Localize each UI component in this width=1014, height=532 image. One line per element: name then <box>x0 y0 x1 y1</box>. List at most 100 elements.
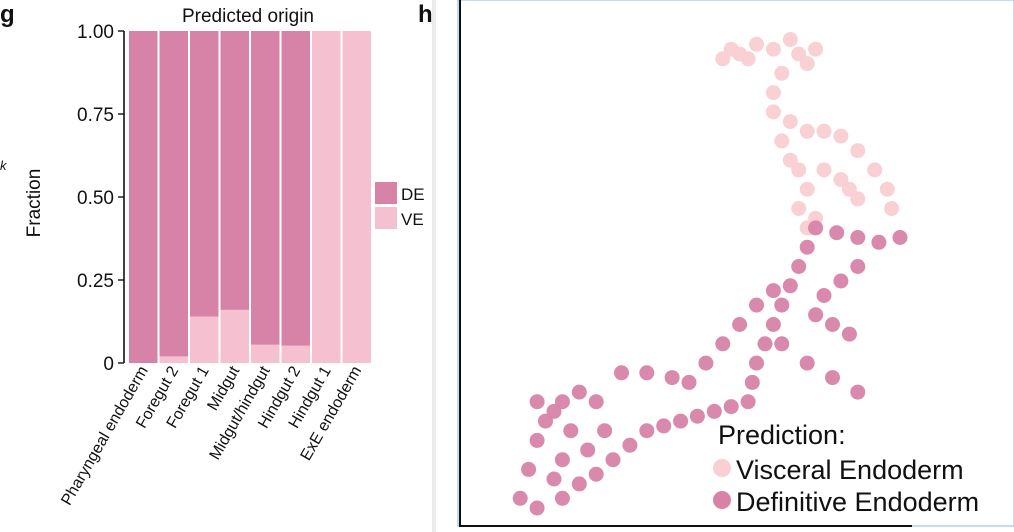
panel-h-letter: h <box>418 1 433 28</box>
scatter-point-de-26 <box>512 490 528 506</box>
scatter-legend-de: Definitive Endoderm <box>736 487 979 517</box>
scatter-point-de-35 <box>554 452 570 468</box>
scatter-point-de-13 <box>740 394 756 410</box>
scatter-point-ve-29 <box>791 201 807 216</box>
scatter-point-de-43 <box>774 336 790 352</box>
scatter-point-de-2 <box>850 230 866 245</box>
bar-segment-ve-7 <box>342 31 371 363</box>
scatter-point-de-36 <box>546 471 562 487</box>
scatter-point-de-1 <box>829 225 845 241</box>
scatter-point-de-46 <box>850 384 866 400</box>
y-tick-label-2: 0.50 <box>77 188 114 209</box>
scatter-point-ve-22 <box>782 152 798 168</box>
scatter-point-de-48 <box>833 273 849 289</box>
y-axis-label: Fraction <box>24 169 45 238</box>
scatter-point-de-57 <box>681 374 697 390</box>
scatter-point-de-53 <box>715 336 731 352</box>
scatter-point-de-5 <box>799 239 815 255</box>
scatter-point-ve-19 <box>879 181 895 197</box>
scatter-point-ve-4 <box>749 36 764 52</box>
bar-segment-de-2 <box>190 31 219 317</box>
scatter-point-de-58 <box>614 365 629 381</box>
scatter-point-de-16 <box>689 408 705 424</box>
scatter-point-ve-21 <box>774 133 790 149</box>
scatter-point-de-45 <box>825 370 840 386</box>
legend-swatch-de <box>375 182 397 204</box>
scatter-point-ve-9 <box>808 41 824 57</box>
scatter-point-de-7 <box>782 278 798 294</box>
scatter-point-de-22 <box>588 466 604 482</box>
scatter-point-de-20 <box>622 437 638 453</box>
scatter-point-ve-11 <box>765 85 781 101</box>
y-tick-label-3: 0.75 <box>77 105 114 126</box>
panel-divider <box>432 0 436 532</box>
panel-g-letter: g <box>0 1 15 28</box>
scatter-point-de-49 <box>850 259 866 274</box>
legend-swatch-ve <box>375 207 397 229</box>
scatter-point-ve-10 <box>774 65 790 81</box>
scatter-point-de-37 <box>563 423 579 439</box>
y-ticks: 0 0.25 0.50 0.75 1.00 <box>77 22 124 375</box>
scatter-point-ve-8 <box>799 56 815 72</box>
stray-mark: k <box>0 158 8 173</box>
scatter-point-de-12 <box>744 374 760 390</box>
y-tick-label-4: 1.00 <box>77 22 114 43</box>
bar-segment-de-4 <box>251 31 280 345</box>
bar-segment-de-1 <box>159 31 188 357</box>
scatter-point-ve-15 <box>816 123 832 139</box>
scatter-point-de-23 <box>571 476 587 492</box>
scatter-point-de-55 <box>639 365 655 381</box>
panel-g: g Predicted origin k Fraction 00.250.500… <box>0 1 425 508</box>
scatter-point-de-51 <box>749 297 764 313</box>
y-tick-label-0: 0 <box>103 354 114 375</box>
scatter-point-ve-28 <box>850 191 866 207</box>
scatter-point-ve-17 <box>850 143 866 159</box>
chart-title: Predicted origin <box>182 6 314 27</box>
scatter-legend: Prediction: Visceral Endoderm Definitive… <box>713 420 979 517</box>
bar-segment-de-5 <box>281 31 310 346</box>
scatter-point-ve-26 <box>833 172 849 188</box>
bar-segment-de-0 <box>129 31 158 363</box>
scatter-point-ve-18 <box>867 162 883 178</box>
bar-segment-ve-4 <box>251 344 280 363</box>
scatter-point-de-41 <box>825 317 840 332</box>
scatter-point-de-19 <box>639 423 655 439</box>
scatter-point-de-17 <box>673 413 689 429</box>
scatter-point-ve-7 <box>791 46 807 62</box>
bar-segment-ve-1 <box>159 356 188 363</box>
scatter-point-de-4 <box>892 230 908 245</box>
scatter-point-ve-25 <box>816 162 832 178</box>
scatter-point-de-50 <box>765 283 781 299</box>
legend-label-ve: VE <box>401 210 424 229</box>
scatter-point-de-15 <box>706 403 722 419</box>
scatter-point-ve-5 <box>765 41 781 57</box>
scatter-point-de-54 <box>698 355 714 371</box>
x-tick-label-0: Pharyngeal endoderm <box>58 364 151 509</box>
panel-h: h Prediction: Visceral Endoderm Definiti… <box>418 0 1014 527</box>
bars-group <box>129 31 371 363</box>
scatter-point-de-14 <box>723 399 739 415</box>
scatter-point-ve-16 <box>833 128 849 144</box>
scatter-point-de-28 <box>529 432 545 448</box>
bar-segment-de-3 <box>220 31 249 310</box>
scatter-point-de-33 <box>597 423 613 439</box>
scatter-point-de-24 <box>554 490 570 506</box>
scatter-point-de-44 <box>799 355 815 371</box>
scatter-point-de-21 <box>605 452 621 468</box>
scatter-point-de-42 <box>841 326 857 342</box>
scatter-point-de-6 <box>791 259 807 274</box>
scatter-point-de-52 <box>732 317 748 332</box>
scatter-point-de-25 <box>529 500 545 516</box>
scatter-point-ve-27 <box>841 181 857 197</box>
scatter-point-de-40 <box>808 307 824 323</box>
scatter-point-ve-3 <box>740 51 756 67</box>
scatter-point-ve-24 <box>799 181 815 197</box>
scatter-point-de-56 <box>664 370 680 386</box>
scatter-point-de-9 <box>765 317 781 332</box>
bar-segment-ve-2 <box>190 316 219 363</box>
scatter-points <box>512 32 908 516</box>
scatter-point-de-8 <box>774 297 790 313</box>
scatter-point-de-32 <box>588 394 604 410</box>
